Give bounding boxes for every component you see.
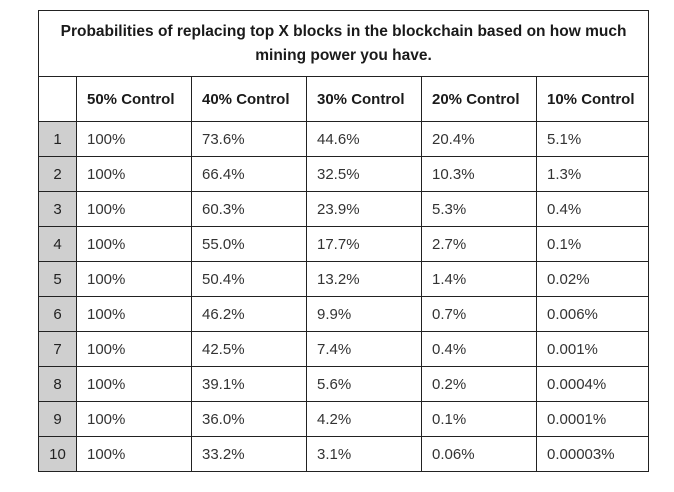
table-cell: 0.2% <box>421 366 537 402</box>
column-header-row: 50% Control 40% Control 30% Control 20% … <box>38 76 650 122</box>
table-cell: 60.3% <box>191 191 307 227</box>
table-cell: 33.2% <box>191 436 307 472</box>
table-cell: 5.6% <box>306 366 422 402</box>
table-cell: 0.00003% <box>535 436 650 472</box>
row-index-cell: 8 <box>38 366 77 402</box>
table-cell: 1.3% <box>535 156 650 192</box>
table-cell: 0.001% <box>535 331 650 367</box>
row-index-cell: 6 <box>38 296 77 332</box>
table-cell: 0.0004% <box>535 366 650 402</box>
table-title: Probabilities of replacing top X blocks … <box>37 10 650 77</box>
table-cell: 100% <box>76 226 192 262</box>
table-cell: 100% <box>76 366 192 402</box>
row-index-cell: 9 <box>38 401 77 437</box>
table-row: 10 100% 33.2% 3.1% 0.06% 0.00003% <box>38 436 650 472</box>
table-cell: 0.7% <box>421 296 537 332</box>
table-row: 9 100% 36.0% 4.2% 0.1% 0.0001% <box>38 401 650 437</box>
probability-table-container: Probabilities of replacing top X blocks … <box>37 10 650 472</box>
table-cell: 5.1% <box>535 121 650 157</box>
table-row: 7 100% 42.5% 7.4% 0.4% 0.001% <box>38 331 650 367</box>
table-cell: 100% <box>76 191 192 227</box>
table-cell: 7.4% <box>306 331 422 367</box>
row-index-cell: 7 <box>38 331 77 367</box>
column-header: 20% Control <box>421 76 537 122</box>
table-cell: 20.4% <box>421 121 537 157</box>
table-row: 5 100% 50.4% 13.2% 1.4% 0.02% <box>38 261 650 297</box>
probability-table: Probabilities of replacing top X blocks … <box>37 10 650 472</box>
table-cell: 100% <box>76 296 192 332</box>
table-cell: 44.6% <box>306 121 422 157</box>
table-body: 1 100% 73.6% 44.6% 20.4% 5.1% 2 100% 66.4% 32.5% 1… <box>38 121 650 472</box>
table-cell: 0.06% <box>421 436 537 472</box>
table-cell: 0.006% <box>535 296 650 332</box>
table-row: 2 100% 66.4% 32.5% 10.3% 1.3% <box>38 156 650 192</box>
row-index-cell: 4 <box>38 226 77 262</box>
table-cell: 66.4% <box>191 156 307 192</box>
row-index-cell: 2 <box>38 156 77 192</box>
table-cell: 55.0% <box>191 226 307 262</box>
row-index-cell: 3 <box>38 191 77 227</box>
table-cell: 100% <box>76 436 192 472</box>
table-cell: 73.6% <box>191 121 307 157</box>
table-cell: 0.02% <box>535 261 650 297</box>
table-cell: 39.1% <box>191 366 307 402</box>
table-cell: 100% <box>76 331 192 367</box>
table-row: 4 100% 55.0% 17.7% 2.7% 0.1% <box>38 226 650 262</box>
table-cell: 46.2% <box>191 296 307 332</box>
table-cell: 100% <box>76 121 192 157</box>
column-header: 30% Control <box>306 76 422 122</box>
corner-cell <box>38 76 77 122</box>
table-cell: 2.7% <box>421 226 537 262</box>
table-cell: 1.4% <box>421 261 537 297</box>
row-index-cell: 10 <box>38 436 77 472</box>
table-cell: 9.9% <box>306 296 422 332</box>
table-cell: 10.3% <box>421 156 537 192</box>
table-cell: 0.4% <box>421 331 537 367</box>
table-cell: 13.2% <box>306 261 422 297</box>
table-cell: 3.1% <box>306 436 422 472</box>
table-cell: 42.5% <box>191 331 307 367</box>
column-header: 10% Control <box>535 76 650 122</box>
table-cell: 4.2% <box>306 401 422 437</box>
table-cell: 50.4% <box>191 261 307 297</box>
table-cell: 0.1% <box>421 401 537 437</box>
column-header: 50% Control <box>76 76 192 122</box>
table-cell: 5.3% <box>421 191 537 227</box>
table-cell: 0.1% <box>535 226 650 262</box>
table-cell: 32.5% <box>306 156 422 192</box>
table-row: 6 100% 46.2% 9.9% 0.7% 0.006% <box>38 296 650 332</box>
table-cell: 0.0001% <box>535 401 650 437</box>
table-cell: 0.4% <box>535 191 650 227</box>
table-row: 3 100% 60.3% 23.9% 5.3% 0.4% <box>38 191 650 227</box>
table-row: 8 100% 39.1% 5.6% 0.2% 0.0004% <box>38 366 650 402</box>
table-row: 1 100% 73.6% 44.6% 20.4% 5.1% <box>38 121 650 157</box>
table-cell: 100% <box>76 261 192 297</box>
row-index-cell: 1 <box>38 121 77 157</box>
table-title-row: Probabilities of replacing top X blocks … <box>37 10 650 77</box>
table-cell: 36.0% <box>191 401 307 437</box>
column-header: 40% Control <box>191 76 307 122</box>
table-cell: 100% <box>76 156 192 192</box>
table-cell: 23.9% <box>306 191 422 227</box>
row-index-cell: 5 <box>38 261 77 297</box>
table-cell: 100% <box>76 401 192 437</box>
table-cell: 17.7% <box>306 226 422 262</box>
